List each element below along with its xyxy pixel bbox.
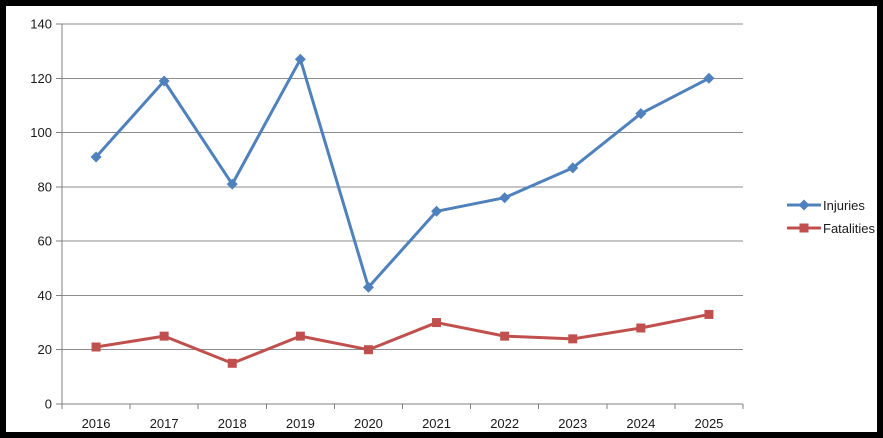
svg-text:40: 40 xyxy=(38,288,52,303)
svg-text:2025: 2025 xyxy=(694,416,723,431)
svg-text:60: 60 xyxy=(38,234,52,249)
legend-item-fatalities: Fatalities xyxy=(786,220,875,236)
legend-label-injuries: Injuries xyxy=(823,197,865,213)
svg-text:2018: 2018 xyxy=(218,416,247,431)
svg-text:2023: 2023 xyxy=(558,416,587,431)
svg-text:140: 140 xyxy=(30,17,52,32)
fatalities-line-marker-icon xyxy=(787,223,821,233)
svg-text:2017: 2017 xyxy=(150,416,179,431)
line-chart: 0 20 40 60 80 100 120 140 2016 2017 2018 2019 2020 20… xyxy=(30,17,744,431)
svg-text:100: 100 xyxy=(30,125,52,140)
svg-text:2019: 2019 xyxy=(286,416,315,431)
svg-text:80: 80 xyxy=(38,179,52,194)
svg-text:2022: 2022 xyxy=(490,416,519,431)
chart-legend: Injuries Fatalities xyxy=(786,197,875,236)
legend-item-injuries: Injuries xyxy=(786,197,875,213)
svg-text:2024: 2024 xyxy=(626,416,655,431)
svg-text:2021: 2021 xyxy=(422,416,451,431)
svg-text:0: 0 xyxy=(45,397,52,412)
svg-text:20: 20 xyxy=(38,342,52,357)
svg-text:2016: 2016 xyxy=(82,416,111,431)
legend-label-fatalities: Fatalities xyxy=(823,220,876,236)
injuries-line-marker-icon xyxy=(787,199,821,211)
svg-text:2020: 2020 xyxy=(354,416,383,431)
svg-text:120: 120 xyxy=(30,71,52,86)
